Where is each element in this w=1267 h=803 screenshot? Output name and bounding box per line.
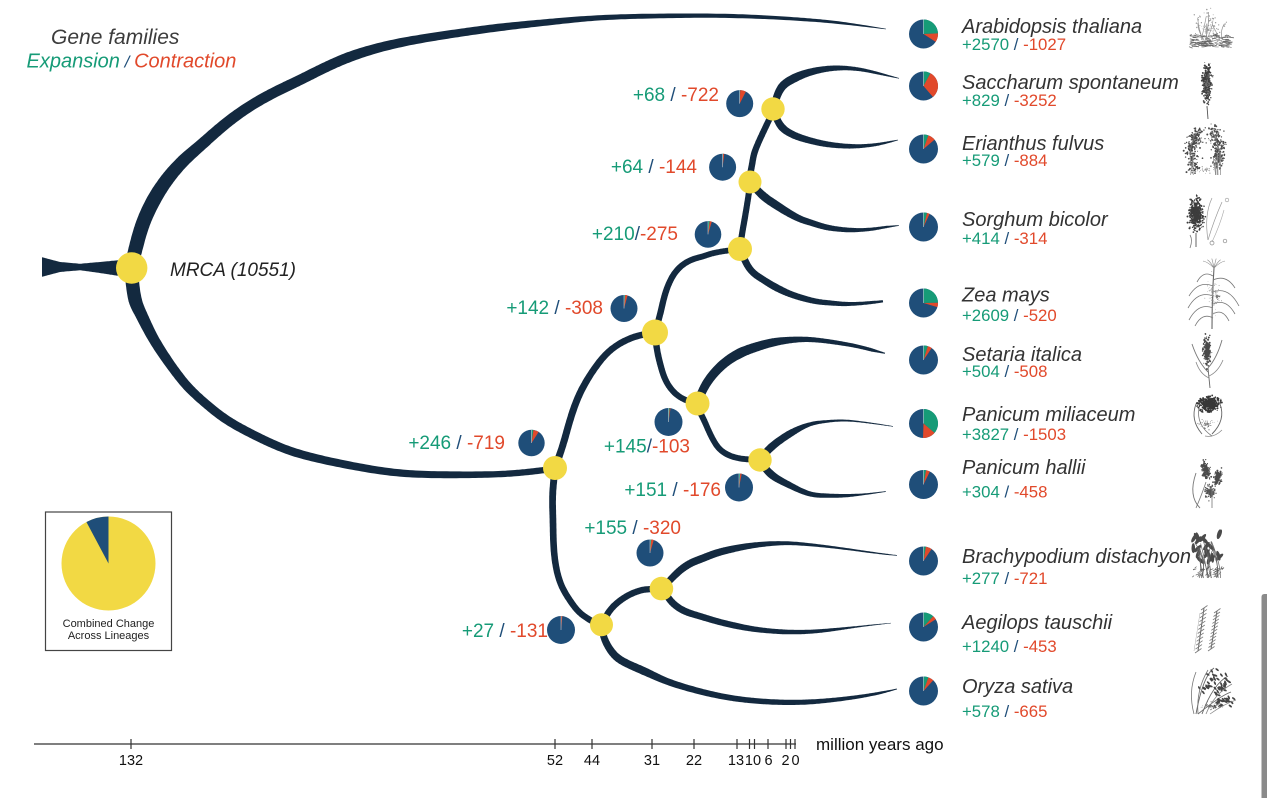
svg-text:million years ago: million years ago — [816, 735, 944, 754]
svg-text:+579 / -884: +579 / -884 — [962, 151, 1047, 170]
svg-text:Across Lineages: Across Lineages — [68, 630, 150, 642]
svg-text:10: 10 — [745, 753, 761, 769]
svg-text:+210/-275: +210/-275 — [592, 224, 678, 245]
svg-text:+1240 / -453: +1240 / -453 — [962, 637, 1057, 656]
svg-text:Saccharum spontaneum: Saccharum spontaneum — [962, 72, 1179, 94]
svg-text:Sorghum bicolor: Sorghum bicolor — [962, 209, 1109, 231]
svg-text:+3827 / -1503: +3827 / -1503 — [962, 425, 1066, 444]
svg-text:+414 / -314: +414 / -314 — [962, 229, 1047, 248]
svg-text:MRCA (10551): MRCA (10551) — [170, 260, 296, 281]
svg-text:Panicum miliaceum: Panicum miliaceum — [962, 404, 1135, 426]
svg-text:+68 / -722: +68 / -722 — [633, 85, 719, 106]
svg-text:+2609 / -520: +2609 / -520 — [962, 306, 1057, 325]
svg-text:+27 / -131: +27 / -131 — [462, 621, 548, 642]
svg-text:+578 / -665: +578 / -665 — [962, 702, 1047, 721]
svg-text:6: 6 — [764, 753, 772, 769]
svg-text:22: 22 — [686, 753, 702, 769]
svg-text:44: 44 — [584, 753, 600, 769]
svg-text:+2570 / -1027: +2570 / -1027 — [962, 35, 1066, 54]
svg-text:Gene families: Gene families — [51, 26, 180, 49]
svg-text:31: 31 — [644, 753, 660, 769]
svg-text:+246 / -719: +246 / -719 — [408, 433, 505, 454]
svg-text:132: 132 — [119, 753, 143, 769]
svg-text:Brachypodium distachyon: Brachypodium distachyon — [962, 546, 1191, 568]
svg-text:+151 / -176: +151 / -176 — [624, 480, 721, 501]
svg-text:Erianthus fulvus: Erianthus fulvus — [962, 133, 1104, 155]
svg-text:2: 2 — [781, 753, 789, 769]
svg-text:Combined Change: Combined Change — [63, 618, 155, 630]
svg-text:+304 / -458: +304 / -458 — [962, 483, 1047, 502]
svg-text:Expansion / Contraction: Expansion / Contraction — [27, 51, 237, 73]
svg-text:Aegilops tauschii: Aegilops tauschii — [961, 612, 1113, 634]
svg-text:+64 / -144: +64 / -144 — [611, 157, 698, 178]
svg-text:+142 / -308: +142 / -308 — [506, 298, 603, 319]
svg-text:Oryza sativa: Oryza sativa — [962, 676, 1073, 698]
svg-text:52: 52 — [547, 753, 563, 769]
svg-text:Arabidopsis thaliana: Arabidopsis thaliana — [961, 16, 1142, 38]
svg-text:Panicum hallii: Panicum hallii — [962, 457, 1086, 479]
svg-text:13: 13 — [728, 753, 744, 769]
svg-text:+829 / -3252: +829 / -3252 — [962, 91, 1057, 110]
svg-text:+155 / -320: +155 / -320 — [584, 518, 681, 539]
svg-text:Zea mays: Zea mays — [961, 285, 1050, 307]
svg-text:+277 / -721: +277 / -721 — [962, 569, 1047, 588]
svg-text:+145/-103: +145/-103 — [604, 437, 690, 458]
svg-text:0: 0 — [791, 753, 799, 769]
svg-text:+504 / -508: +504 / -508 — [962, 362, 1047, 381]
svg-text:Setaria italica: Setaria italica — [962, 344, 1082, 366]
